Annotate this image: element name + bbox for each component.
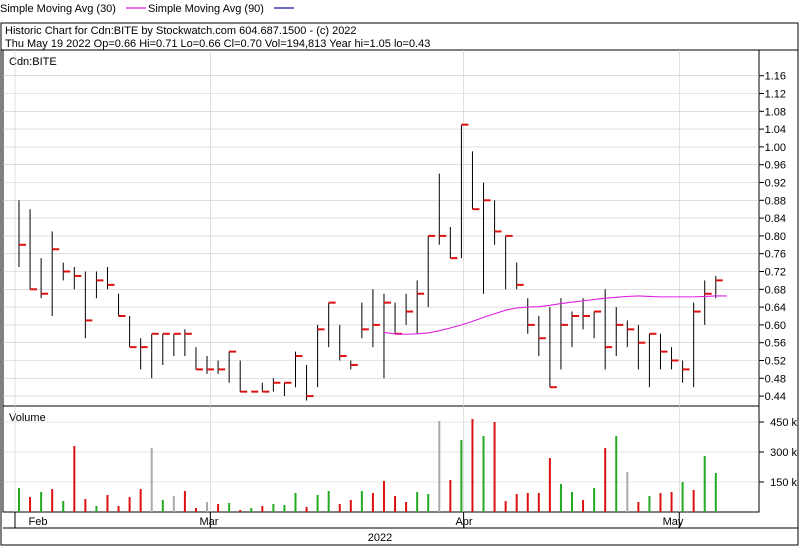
price-axis: 1.16 1.12 1.08 1.04 1.00 0.96 0.92 0.88 0.84 0.80… <box>759 71 786 403</box>
volume-panel-title: Volume <box>9 412 46 424</box>
legend-sma90-label: Simple Moving Avg (90) <box>148 3 264 15</box>
month-label: Feb <box>29 516 48 528</box>
price-tick-label: 1.08 <box>765 106 786 118</box>
price-tick-label: 0.92 <box>765 178 786 190</box>
grid-lines <box>3 50 759 512</box>
sma30-line <box>383 295 727 335</box>
price-tick-label: 0.68 <box>765 284 786 296</box>
price-tick-label: 1.00 <box>765 142 786 154</box>
price-tick-label: 1.12 <box>765 89 786 101</box>
price-tick-label: 0.64 <box>765 302 786 314</box>
month-label: Apr <box>455 516 472 528</box>
x-axis-year-label: 2022 <box>368 532 392 544</box>
volume-tick-label: 300 k <box>770 447 797 459</box>
price-tick-label: 0.48 <box>765 373 786 385</box>
chart-title: Historic Chart for Cdn:BITE by Stockwatc… <box>5 25 357 37</box>
price-tick-label: 0.44 <box>765 391 786 403</box>
chart-frame <box>0 22 799 546</box>
price-tick-label: 1.16 <box>765 71 786 83</box>
price-tick-label: 0.72 <box>765 267 786 279</box>
price-tick-label: 0.76 <box>765 249 786 261</box>
price-tick-label: 0.52 <box>765 356 786 368</box>
month-axis: Feb Mar Apr May <box>14 512 684 528</box>
volume-tick-label: 450 k <box>770 417 797 429</box>
price-tick-label: 0.56 <box>765 338 786 350</box>
volume-bars <box>18 419 717 512</box>
month-label: May <box>663 516 684 528</box>
price-tick-label: 0.96 <box>765 160 786 172</box>
volume-axis: 450 k 300 k 150 k <box>759 417 797 489</box>
price-tick-label: 0.88 <box>765 195 786 207</box>
volume-panel <box>2 405 760 513</box>
volume-tick-label: 150 k <box>770 477 797 489</box>
price-panel-symbol: Cdn:BITE <box>9 56 57 68</box>
chart-quote-summary: Thu May 19 2022 Op=0.66 Hi=0.71 Lo=0.66 … <box>5 38 430 50</box>
moving-average-lines <box>383 295 727 335</box>
price-tick-label: 0.80 <box>765 231 786 243</box>
month-label: Mar <box>200 516 219 528</box>
price-tick-label: 0.84 <box>765 213 786 225</box>
price-tick-label: 0.60 <box>765 320 786 332</box>
legend-sma30-label: Simple Moving Avg (30) <box>0 3 116 15</box>
price-bars <box>18 123 723 401</box>
price-tick-label: 1.04 <box>765 124 786 136</box>
